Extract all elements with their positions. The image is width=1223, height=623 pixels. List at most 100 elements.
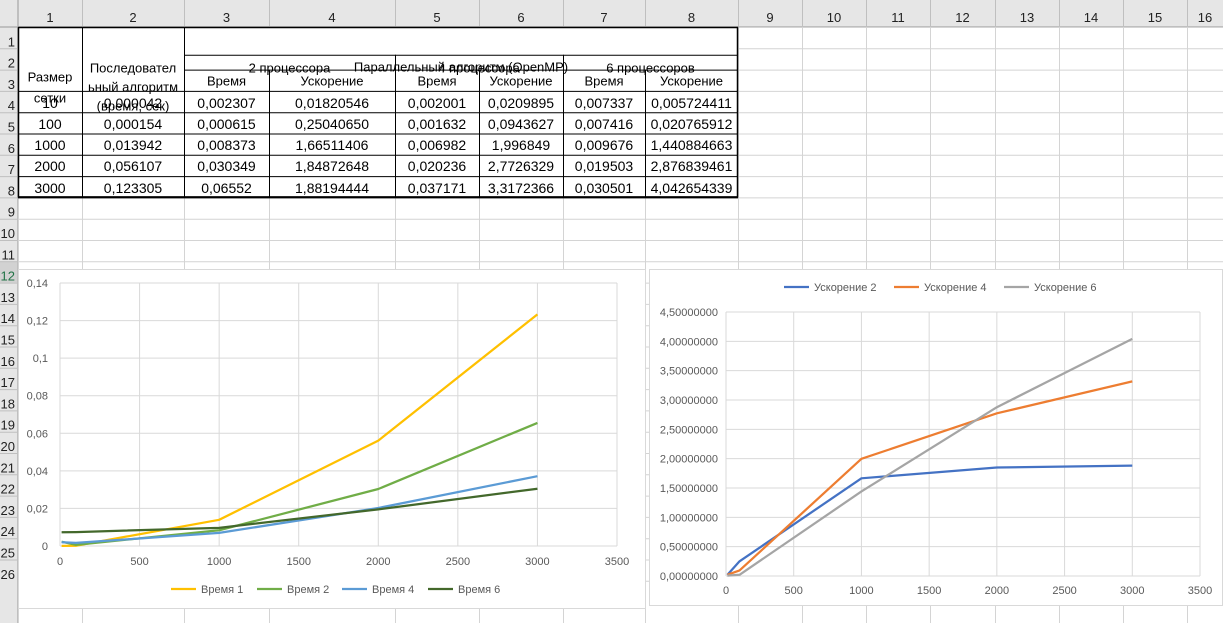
y-tick-label: 3,00000000 <box>660 395 718 407</box>
x-tick-label: 3000 <box>525 556 549 568</box>
x-tick-label: 3000 <box>1120 585 1144 597</box>
y-tick-label: 0,12 <box>27 316 48 328</box>
row-header[interactable]: 8 <box>8 183 15 198</box>
column-header[interactable]: 11 <box>891 10 905 25</box>
sequential-header: (время, сек) <box>96 98 170 114</box>
row-header[interactable]: 6 <box>8 141 15 156</box>
legend-entry[interactable]: Ускорение 6 <box>1034 282 1097 294</box>
row-header[interactable]: 24 <box>1 524 15 539</box>
x-tick-label: 2500 <box>446 556 470 568</box>
column-header[interactable]: 10 <box>827 10 841 25</box>
row-header[interactable]: 4 <box>8 98 15 113</box>
column-header[interactable]: 7 <box>600 10 607 25</box>
x-tick-label: 0 <box>57 556 63 568</box>
table-cell: 1,996849 <box>491 137 551 154</box>
time-chart[interactable]: 0 0,02 0,04 0,06 0,08 0,1 0,12 0,14 0 500 1000 1500… <box>18 269 646 609</box>
row-header[interactable]: 12 <box>1 269 15 284</box>
row-header[interactable]: 26 <box>1 567 15 582</box>
x-tick-label: 0 <box>723 585 729 597</box>
table-cell: 2,876839461 <box>650 158 733 175</box>
column-header[interactable]: 3 <box>223 10 230 25</box>
table-cell: 0,008373 <box>197 137 256 154</box>
y-tick-label: 2,00000000 <box>660 454 718 466</box>
row-header[interactable]: 25 <box>1 546 15 561</box>
column-header[interactable]: 9 <box>766 10 773 25</box>
legend-entry[interactable]: Ускорение 4 <box>924 282 987 294</box>
table-cell: 0,000154 <box>103 115 163 132</box>
row-header[interactable]: 2 <box>8 56 15 71</box>
time-label: Время <box>206 73 247 89</box>
row-header[interactable]: 10 <box>1 226 15 241</box>
series-line[interactable] <box>726 380 1133 576</box>
row-header[interactable]: 21 <box>1 460 15 475</box>
y-tick-label: 0,08 <box>27 391 48 403</box>
table-cell: 0,002001 <box>407 94 467 111</box>
row-header[interactable]: 15 <box>1 333 15 348</box>
table-cell: 0,056107 <box>103 158 163 175</box>
legend-entry[interactable]: Время 2 <box>287 584 329 596</box>
x-tick-label: 1000 <box>849 585 873 597</box>
row-header[interactable]: 14 <box>1 311 15 326</box>
table-cell: 0,06552 <box>201 179 252 196</box>
row-header[interactable]: 7 <box>8 162 15 177</box>
legend-entry[interactable]: Время 6 <box>458 584 500 596</box>
legend-entry[interactable]: Время 1 <box>201 584 243 596</box>
row-header[interactable]: 3 <box>8 77 15 92</box>
row-header[interactable]: 16 <box>1 354 15 369</box>
series-line[interactable] <box>61 475 538 545</box>
y-tick-label: 0,02 <box>27 503 48 515</box>
column-header[interactable]: 4 <box>328 10 335 25</box>
row-header[interactable]: 17 <box>1 375 15 390</box>
row-header[interactable]: 20 <box>1 439 15 454</box>
row-header[interactable]: 18 <box>1 396 15 411</box>
column-header[interactable]: 8 <box>688 10 695 25</box>
time-label: Время <box>417 73 457 89</box>
series-line[interactable] <box>727 337 1133 577</box>
table-cell: 1,440884663 <box>650 137 733 154</box>
column-header[interactable]: 14 <box>1084 10 1098 25</box>
y-tick-label: 0,1 <box>33 353 48 365</box>
legend-entry[interactable]: Ускорение 2 <box>814 282 877 294</box>
row-header[interactable]: 22 <box>1 482 15 497</box>
sequential-header: Последовател <box>89 60 177 76</box>
column-header[interactable]: 12 <box>955 10 969 25</box>
table-cell: 0,0943627 <box>487 115 555 132</box>
y-tick-label: 0,00000000 <box>660 571 718 583</box>
series-line[interactable] <box>726 464 1133 576</box>
table-cell: 0,013942 <box>103 137 163 154</box>
series-line[interactable] <box>61 421 538 546</box>
table-cell: 0,002307 <box>197 94 256 111</box>
sequential-header: ьный алгоритм <box>87 79 179 95</box>
row-header[interactable]: 5 <box>8 120 15 135</box>
x-tick-label: 1000 <box>207 556 231 568</box>
column-header[interactable]: 1 <box>46 10 53 25</box>
row-header[interactable]: 9 <box>8 205 15 220</box>
speedup-chart[interactable]: 0,00000000 0,50000000 1,00000000 1,50000000… <box>649 269 1223 606</box>
x-tick-label: 3500 <box>605 556 629 568</box>
y-tick-label: 1,00000000 <box>660 512 718 524</box>
table-cell: 1000 <box>34 137 66 154</box>
table-cell: 3000 <box>34 179 66 196</box>
row-header[interactable]: 1 <box>8 34 15 49</box>
column-header[interactable]: 6 <box>517 10 524 25</box>
legend-entry[interactable]: Время 4 <box>372 584 414 596</box>
x-tick-label: 500 <box>785 585 803 597</box>
column-header[interactable]: 15 <box>1148 10 1162 25</box>
table-cell: 0,007416 <box>574 115 634 132</box>
column-header[interactable]: 2 <box>129 10 136 25</box>
y-tick-label: 2,50000000 <box>660 424 718 436</box>
series-line[interactable] <box>61 487 538 534</box>
table-cell: 1,66511406 <box>295 137 369 154</box>
table-cell: 0,020765912 <box>650 115 733 132</box>
row-header[interactable]: 23 <box>1 503 15 518</box>
series-line[interactable] <box>61 313 539 548</box>
column-header[interactable]: 5 <box>433 10 440 25</box>
row-header[interactable]: 11 <box>2 247 16 262</box>
column-header[interactable]: 13 <box>1020 10 1034 25</box>
table-cell: 0,007337 <box>574 94 634 111</box>
column-header[interactable]: 16 <box>1198 10 1212 25</box>
parallel-header: Параллельный алгоритм (OpenMP) <box>353 59 569 75</box>
row-header[interactable]: 19 <box>1 418 15 433</box>
y-tick-label: 4,50000000 <box>660 307 718 319</box>
row-header[interactable]: 13 <box>1 290 15 305</box>
